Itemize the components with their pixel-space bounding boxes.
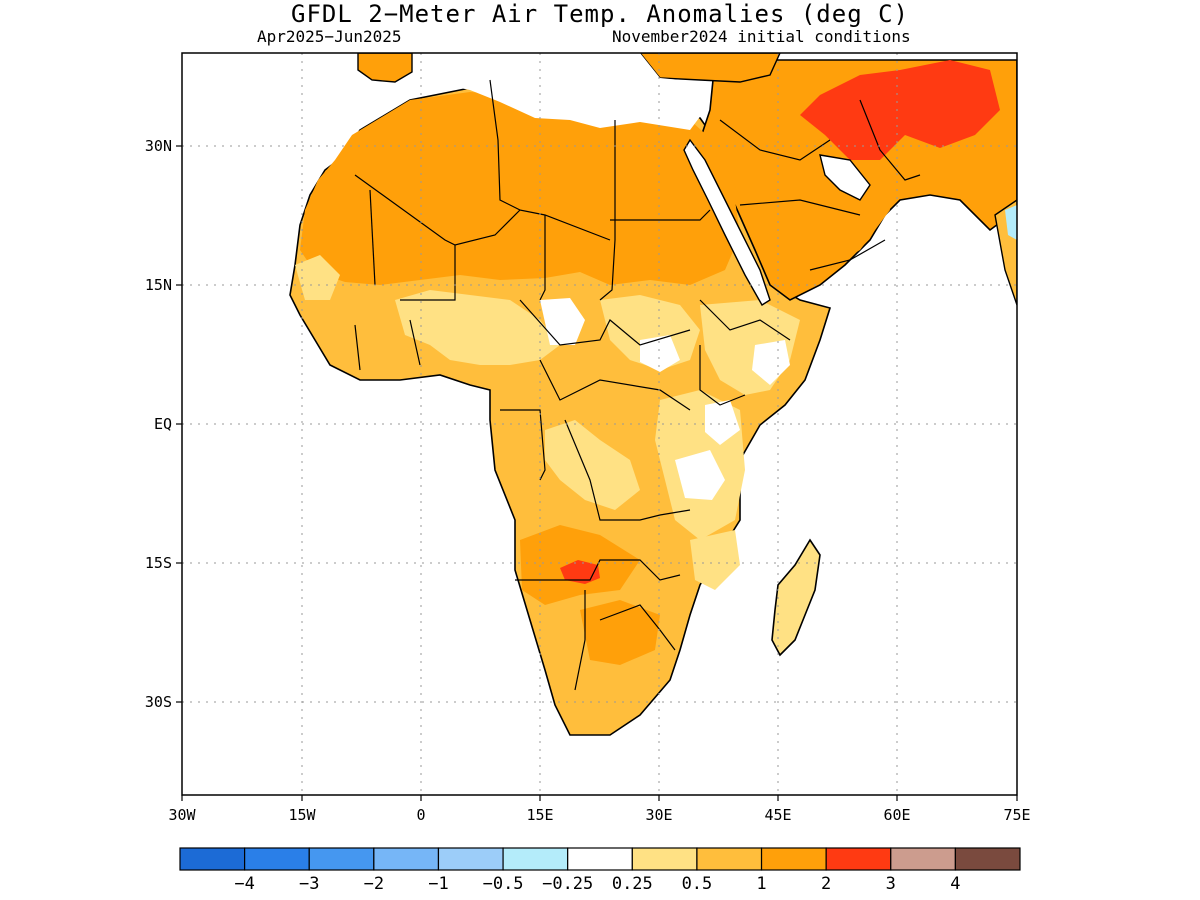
colorbar-swatch	[373, 847, 440, 871]
lon-label-75e: 75E	[1003, 806, 1030, 824]
colorbar-swatch	[179, 847, 246, 871]
colorbar-labels: −4 −3 −2 −1 −0.5 −0.25 0.25 0.5 1 2 3 4	[234, 874, 960, 894]
initial-conditions: November2024 initial conditions	[612, 27, 911, 46]
lon-label-15w: 15W	[288, 806, 316, 824]
lon-label-15e: 15E	[526, 806, 553, 824]
tick-marks	[176, 145, 1018, 801]
colorbar-label: −4	[234, 874, 254, 894]
neutral-somalia	[705, 400, 740, 445]
colorbar-swatch	[760, 847, 827, 871]
gridlines	[182, 53, 1017, 795]
forecast-period: Apr2025−Jun2025	[257, 27, 402, 46]
colorbar-swatch	[244, 847, 310, 871]
cool-arabian-sea	[1005, 205, 1017, 240]
lat-label-30s: 30S	[145, 693, 172, 711]
longitude-labels: 30W 15W 0 15E 30E 45E 60E 75E	[168, 806, 1030, 824]
colorbar-swatch	[696, 847, 763, 871]
colorbar-swatch	[567, 847, 633, 871]
sahara-strong	[300, 92, 740, 285]
colorbar-label: 3	[886, 874, 896, 894]
colorbar-swatch	[502, 847, 569, 871]
colorbar-swatch	[890, 847, 956, 871]
colorbar-label: −0.5	[483, 874, 524, 894]
colorbar	[179, 847, 1021, 871]
mild-sahel	[395, 290, 560, 365]
madagascar	[771, 538, 821, 657]
neutral-sudan	[640, 335, 680, 372]
colorbar-label: 4	[950, 874, 960, 894]
mild-central	[545, 420, 640, 510]
colorbar-swatch	[825, 847, 892, 871]
neutral-ethiopia	[752, 340, 790, 385]
country-borders	[354, 79, 921, 691]
colorbar-label: 0.5	[682, 874, 713, 894]
map-area	[289, 53, 1017, 736]
lat-label-15s: 15S	[145, 554, 172, 572]
mild-west-coast	[295, 255, 340, 300]
latitude-labels: 30N 15N EQ 15S 30S	[145, 137, 172, 711]
colorbar-swatch	[308, 847, 375, 871]
extreme-iran	[800, 60, 1000, 160]
lat-label-15n: 15N	[145, 276, 172, 294]
neutral-lake-victoria	[675, 450, 725, 500]
lat-label-30n: 30N	[145, 137, 172, 155]
persian-gulf	[819, 154, 871, 201]
lon-label-45e: 45E	[764, 806, 791, 824]
mild-mozambique	[690, 530, 740, 590]
colorbar-label: −1	[428, 874, 448, 894]
red-sea	[683, 138, 771, 306]
colorbar-label: −0.25	[542, 874, 593, 894]
map-title: GFDL 2−Meter Air Temp. Anomalies (deg C)	[291, 0, 909, 28]
colorbar-swatch	[631, 847, 698, 871]
colorbar-label: −3	[299, 874, 319, 894]
neutral-chad	[540, 298, 585, 345]
extreme-namibia	[560, 560, 600, 584]
lon-label-60e: 60E	[883, 806, 910, 824]
lat-label-eq: EQ	[154, 415, 172, 433]
lon-label-0: 0	[416, 806, 425, 824]
lon-label-30w: 30W	[168, 806, 196, 824]
strong-south	[580, 600, 660, 665]
colorbar-label: 0.25	[612, 874, 653, 894]
colorbar-swatch	[437, 847, 504, 871]
europe-land	[357, 53, 413, 83]
colorbar-label: 1	[756, 874, 766, 894]
lon-label-30e: 30E	[645, 806, 672, 824]
colorbar-label: 2	[821, 874, 831, 894]
colorbar-swatch	[954, 847, 1021, 871]
colorbar-label: −2	[364, 874, 384, 894]
europe-land-east	[639, 53, 781, 83]
neutral-mediterranean	[420, 53, 705, 130]
